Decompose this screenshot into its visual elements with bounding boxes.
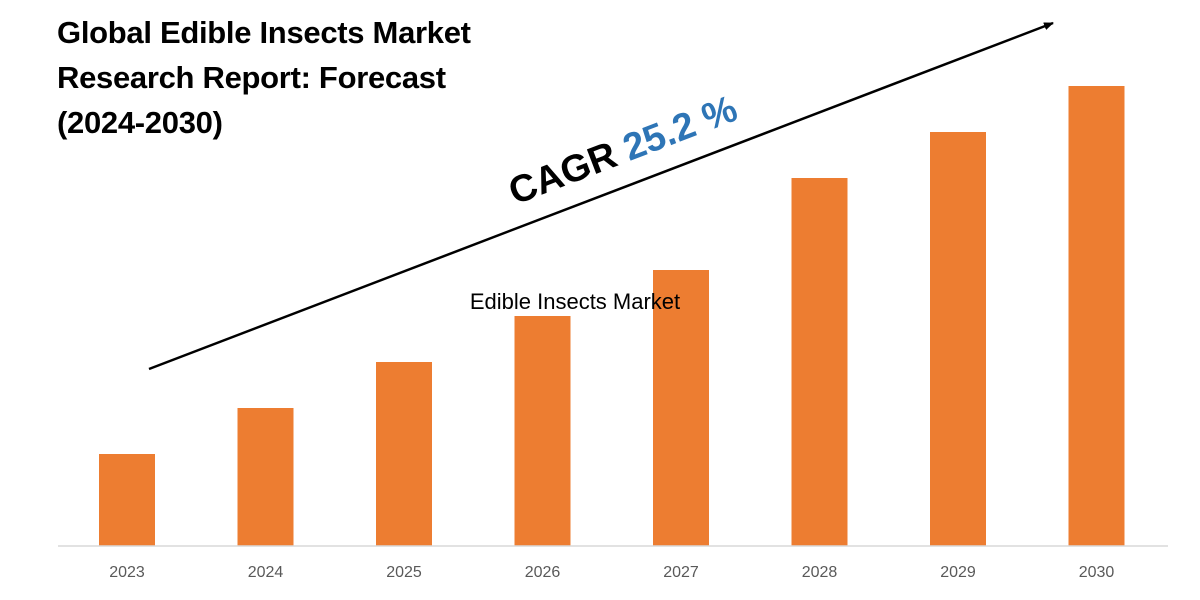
x-tick-label-2026: 2026 (525, 564, 561, 581)
cagr-annotation: CAGR 25.2 % (503, 88, 743, 213)
bar-2023 (99, 454, 155, 546)
bar-2025 (376, 362, 432, 546)
title-line-3: (2024-2030) (57, 105, 223, 140)
cagr-value: 25.2 % (617, 88, 743, 170)
chart-title: Global Edible Insects Market Research Re… (57, 10, 577, 145)
x-tick-label-2025: 2025 (386, 564, 422, 581)
x-tick-labels: 2023 2024 2025 2026 2027 2028 2029 2030 (109, 564, 1114, 581)
cagr-prefix: CAGR (503, 130, 632, 213)
title-line-2: Research Report: Forecast (57, 60, 446, 95)
bar-2030 (1068, 86, 1125, 546)
bar-2027 (653, 270, 709, 546)
bar-2028 (791, 178, 848, 546)
x-tick-label-2027: 2027 (663, 564, 699, 581)
bar-2029 (930, 132, 986, 546)
series-label: Edible Insects Market (470, 289, 680, 314)
bars-layer (99, 86, 1125, 546)
bar-2024 (237, 408, 294, 546)
bar-2026 (514, 316, 571, 546)
x-tick-label-2024: 2024 (248, 564, 284, 581)
x-tick-label-2023: 2023 (109, 564, 145, 581)
x-tick-label-2030: 2030 (1079, 564, 1115, 581)
x-tick-label-2029: 2029 (940, 564, 976, 581)
title-line-1: Global Edible Insects Market (57, 15, 471, 50)
x-tick-label-2028: 2028 (802, 564, 838, 581)
growth-arrow (148, 21, 1054, 371)
